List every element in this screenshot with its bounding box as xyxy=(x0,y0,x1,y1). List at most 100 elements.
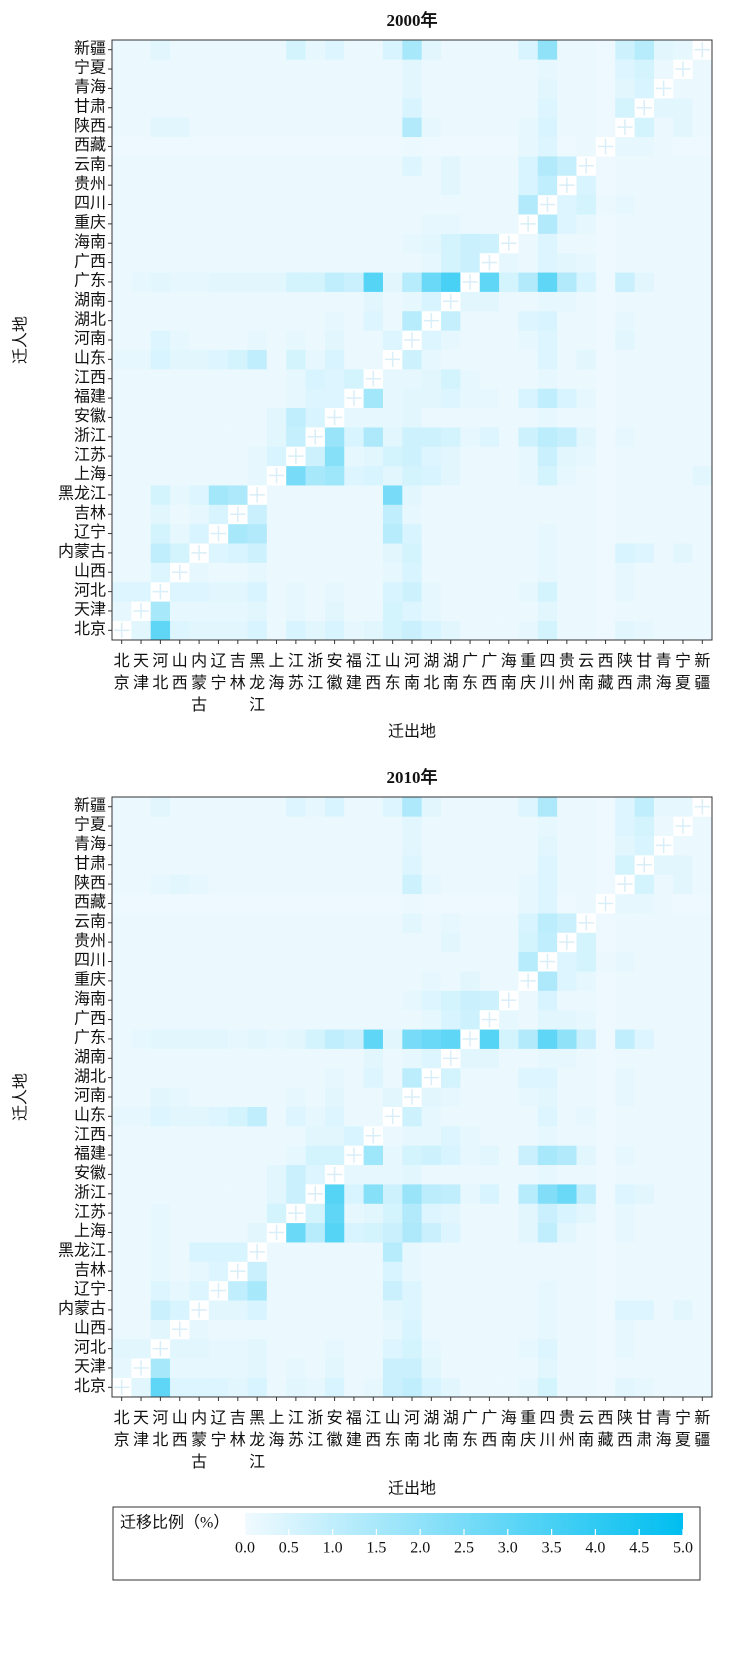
heat-cell xyxy=(286,620,306,641)
colorbar-tick-label: 2.5 xyxy=(454,1540,474,1557)
heat-cell xyxy=(595,310,616,331)
heat-cell xyxy=(150,620,171,641)
heat-cell xyxy=(537,874,558,895)
heat-cell xyxy=(576,1300,597,1320)
heat-cell xyxy=(576,194,597,215)
heat-cell xyxy=(189,581,210,602)
heat-cell xyxy=(402,349,422,370)
heat-cell xyxy=(112,407,132,428)
x-tick-label: 云南 xyxy=(578,1410,594,1449)
heat-cell xyxy=(112,136,132,157)
heat-cell xyxy=(615,310,635,331)
heat-cell xyxy=(518,523,539,544)
heat-cell xyxy=(615,1106,635,1127)
heat-cell xyxy=(131,291,152,312)
heat-cell xyxy=(499,835,519,856)
heat-cell xyxy=(305,913,326,933)
heat-cell xyxy=(421,562,442,583)
heat-cell xyxy=(441,1261,461,1282)
heat-cell xyxy=(537,1145,558,1166)
heat-cell xyxy=(460,523,481,544)
heat-cell xyxy=(595,1106,616,1127)
heat-cell xyxy=(247,543,268,563)
heat-cell xyxy=(518,291,539,312)
heat-cell xyxy=(170,855,190,875)
heat-cell xyxy=(131,194,152,215)
heat-cell xyxy=(305,1242,326,1262)
heat-cell xyxy=(499,1261,519,1282)
heat-cell xyxy=(479,1029,500,1049)
heat-cell xyxy=(557,1184,577,1204)
y-tick-label: 广东 xyxy=(74,272,106,290)
x-tick-label: 山西 xyxy=(172,1409,188,1449)
heat-cell xyxy=(479,1338,500,1359)
heat-cell xyxy=(208,1242,229,1262)
heat-cell xyxy=(421,1164,442,1185)
heat-cell xyxy=(402,233,422,254)
heat-cell xyxy=(247,446,268,467)
heat-cell xyxy=(576,330,597,350)
heat-cell xyxy=(595,1009,616,1030)
heat-cell xyxy=(286,797,306,817)
heat-cell xyxy=(460,369,481,389)
heat-cell xyxy=(324,1126,345,1146)
heat-cell xyxy=(324,291,345,312)
heat-cell xyxy=(479,78,500,99)
heat-cell xyxy=(634,214,655,234)
heat-cell xyxy=(382,562,403,583)
heat-cell xyxy=(557,1009,577,1030)
heat-cell xyxy=(170,310,190,331)
heat-cell xyxy=(402,913,422,933)
heat-cell xyxy=(324,523,345,544)
heat-cell xyxy=(421,855,442,875)
heat-cell xyxy=(363,543,384,563)
heat-cell xyxy=(170,330,190,350)
heat-cell xyxy=(634,874,655,895)
heat-cell xyxy=(247,932,268,953)
heat-cell xyxy=(286,156,306,176)
heat-cell xyxy=(441,427,461,447)
heat-cell xyxy=(692,59,713,80)
heat-cell xyxy=(228,1184,248,1204)
heat-cell xyxy=(653,913,674,933)
heat-cell xyxy=(421,388,442,409)
heat-cell xyxy=(170,214,190,234)
heat-cell xyxy=(131,1300,152,1320)
heat-cell xyxy=(479,620,500,641)
heat-cell xyxy=(228,465,248,486)
heat-cell xyxy=(402,117,422,138)
heat-cell xyxy=(363,136,384,157)
heat-cell xyxy=(537,562,558,583)
heat-cell xyxy=(208,504,229,525)
heat-cell xyxy=(344,465,364,486)
heat-cell xyxy=(673,971,693,991)
heat-cell xyxy=(576,59,597,80)
heat-cell xyxy=(692,1319,713,1340)
heat-cell xyxy=(150,1164,171,1185)
heat-cell xyxy=(189,272,210,292)
heat-cell xyxy=(286,990,306,1011)
heat-cell xyxy=(595,1164,616,1185)
heat-cell xyxy=(344,214,364,234)
heat-cell xyxy=(189,893,210,914)
heat-cell xyxy=(479,1280,500,1301)
heat-cell xyxy=(189,1203,210,1224)
heat-cell xyxy=(247,1009,268,1030)
heat-cell xyxy=(305,175,326,196)
x-tick-label: 贵州 xyxy=(559,1409,575,1449)
heat-cell xyxy=(537,233,558,254)
heat-cell xyxy=(324,78,345,99)
heat-cell xyxy=(382,1203,403,1224)
heat-cell xyxy=(112,797,132,817)
heat-cell xyxy=(653,117,674,138)
heat-cell xyxy=(441,175,461,196)
heat-cell xyxy=(479,1106,500,1127)
heat-cell xyxy=(344,523,364,544)
heat-cell xyxy=(441,1087,461,1107)
y-tick-label: 陕西 xyxy=(74,874,106,892)
heat-cell xyxy=(208,1358,229,1378)
heat-cell xyxy=(150,835,171,856)
heat-cell xyxy=(363,913,384,933)
heat-cell xyxy=(382,797,403,817)
heat-cell xyxy=(518,1222,539,1243)
